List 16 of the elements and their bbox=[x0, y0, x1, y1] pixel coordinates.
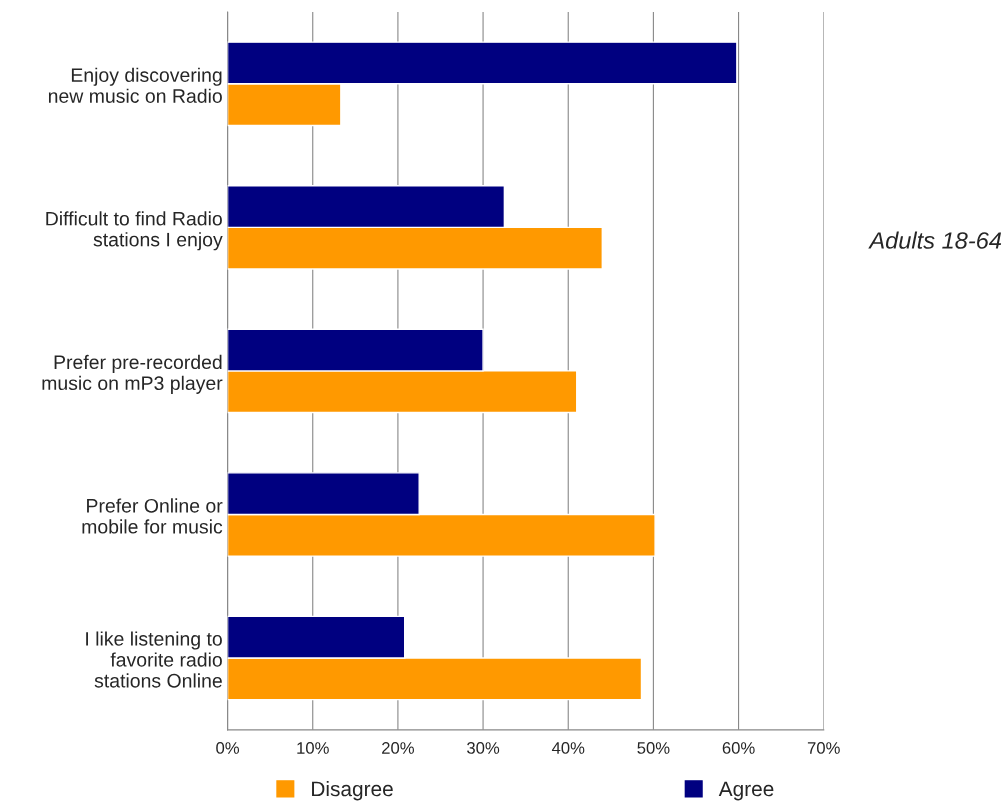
y-tick-label: Prefer Online or mobile for music bbox=[82, 498, 223, 534]
y-tick-label: Enjoy discovering new music on Radio bbox=[48, 67, 222, 103]
x-tick-label: 20% bbox=[382, 742, 414, 754]
legend-label: Agree bbox=[718, 781, 774, 801]
y-tick-label: I like listening to favorite radio stations Online bbox=[86, 631, 222, 688]
text: Adults 18-64 bbox=[868, 231, 1002, 249]
x-tick-label: 70% bbox=[807, 742, 840, 754]
x-tick-label: 10% bbox=[297, 742, 329, 754]
x-tick-label: 30% bbox=[467, 742, 500, 754]
x-tick-label: 0% bbox=[216, 742, 240, 754]
x-tick-label: 60% bbox=[722, 742, 755, 754]
y-tick-label: Difficult to find Radio stations I enjoy bbox=[46, 211, 223, 251]
y-tick-label: Prefer pre-recorded music on mP3 player bbox=[42, 354, 223, 394]
x-tick-label: 50% bbox=[637, 742, 670, 754]
x-tick-label: 40% bbox=[551, 742, 585, 754]
legend-label: Disagree bbox=[312, 780, 393, 801]
